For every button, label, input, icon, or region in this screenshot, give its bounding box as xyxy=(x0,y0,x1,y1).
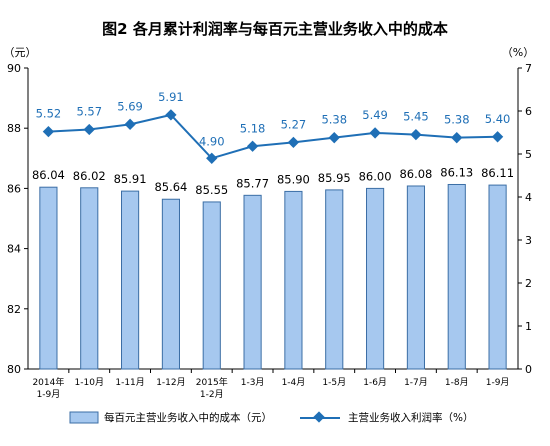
line-value-label: 5.49 xyxy=(362,108,388,122)
bar-value-label: 86.13 xyxy=(440,165,473,179)
bar xyxy=(488,184,507,370)
line-value-label: 5.69 xyxy=(117,99,143,113)
line-value-label: 5.91 xyxy=(158,90,184,104)
bar-value-label: 86.02 xyxy=(73,169,106,183)
line-value-label: 4.90 xyxy=(199,134,225,148)
line-point xyxy=(369,127,381,139)
bar-value-label: 85.55 xyxy=(195,183,228,197)
line-value-label: 5.52 xyxy=(36,107,62,121)
legend-label-line: 主营业务收入利润率（%） xyxy=(348,411,473,424)
x-tick-label: 1-8月 xyxy=(445,377,469,388)
bar-value-label: 86.04 xyxy=(32,168,65,182)
right-tick-label: 1 xyxy=(525,320,532,333)
bar xyxy=(121,190,140,370)
legend-marker-diamond xyxy=(313,411,325,423)
bar xyxy=(39,186,58,370)
line-value-label: 5.27 xyxy=(281,117,307,131)
right-tick-label: 7 xyxy=(525,62,532,75)
line-value-label: 5.45 xyxy=(403,110,429,124)
line-point xyxy=(124,118,136,130)
x-tick-label: 2015年 xyxy=(196,376,228,388)
left-axis-unit: （元） xyxy=(4,46,37,59)
x-tick-label: 1-7月 xyxy=(404,377,428,388)
right-tick-label: 5 xyxy=(525,148,532,161)
line-point xyxy=(206,152,218,164)
right-tick-label: 4 xyxy=(525,191,532,204)
bar-value-label: 86.11 xyxy=(481,166,514,180)
x-tick-label: 1-11月 xyxy=(115,377,144,388)
line-point xyxy=(410,128,422,141)
line-value-label: 5.18 xyxy=(240,121,266,135)
x-tick-label: 1-9月 xyxy=(486,377,510,388)
x-tick-label: 1-5月 xyxy=(322,377,346,388)
line-point xyxy=(451,132,463,144)
bar xyxy=(325,189,344,370)
x-tick-label: 1-4月 xyxy=(282,377,306,388)
line-value-label: 5.40 xyxy=(485,112,511,126)
bar-value-label: 85.77 xyxy=(236,176,269,190)
bar-value-label: 85.90 xyxy=(277,172,310,186)
right-tick-label: 6 xyxy=(525,105,532,118)
line-point xyxy=(491,131,504,143)
line-point xyxy=(246,140,259,152)
right-axis-unit: （%） xyxy=(502,46,534,59)
x-tick-label: 2014年 xyxy=(32,376,64,388)
x-tick-label: 1-10月 xyxy=(75,377,104,388)
bar-value-label: 85.64 xyxy=(154,180,187,194)
legend: 每百元主营业务收入中的成本（元） 主营业务收入利润率（%） xyxy=(69,411,473,424)
line-point xyxy=(287,136,300,149)
left-tick-label: 80 xyxy=(7,363,21,376)
legend-label-bar: 每百元主营业务收入中的成本（元） xyxy=(104,411,272,424)
left-tick-label: 88 xyxy=(7,122,21,135)
bar-value-label: 85.91 xyxy=(114,172,147,186)
x-tick-label: 1-6月 xyxy=(363,377,387,388)
chart-title: 图2 各月累计利润率与每百元主营业务收入中的成本 xyxy=(102,20,448,38)
x-tick-label: 1-2月 xyxy=(200,389,224,400)
bar-value-label: 86.08 xyxy=(399,167,432,181)
x-tick-label: 1-9月 xyxy=(37,389,61,400)
bar xyxy=(284,190,303,370)
bar xyxy=(366,187,385,370)
right-tick-label: 3 xyxy=(525,234,532,247)
line-point xyxy=(83,123,95,136)
bar xyxy=(406,185,425,370)
line-value-label: 5.38 xyxy=(321,113,347,127)
right-tick-label: 0 xyxy=(525,363,532,376)
line-point xyxy=(42,125,55,138)
left-tick-label: 86 xyxy=(7,182,21,195)
bar-value-label: 86.00 xyxy=(359,169,392,183)
left-tick-label: 82 xyxy=(7,303,21,316)
bar xyxy=(202,201,221,370)
legend-swatch-bar xyxy=(69,411,99,424)
bar-value-label: 85.95 xyxy=(318,171,351,185)
x-tick-label: 1-12月 xyxy=(156,377,185,388)
x-tick-label: 1-3月 xyxy=(241,377,265,388)
bar xyxy=(447,183,466,370)
line-point xyxy=(328,132,340,144)
bar xyxy=(243,194,262,370)
right-tick-label: 2 xyxy=(525,277,532,290)
left-tick-label: 84 xyxy=(7,243,21,256)
bar xyxy=(80,187,99,370)
line-value-label: 5.38 xyxy=(444,113,470,127)
left-tick-label: 90 xyxy=(7,62,21,75)
line-series xyxy=(48,113,498,160)
line-value-label: 5.57 xyxy=(76,104,102,118)
bar xyxy=(161,198,180,370)
